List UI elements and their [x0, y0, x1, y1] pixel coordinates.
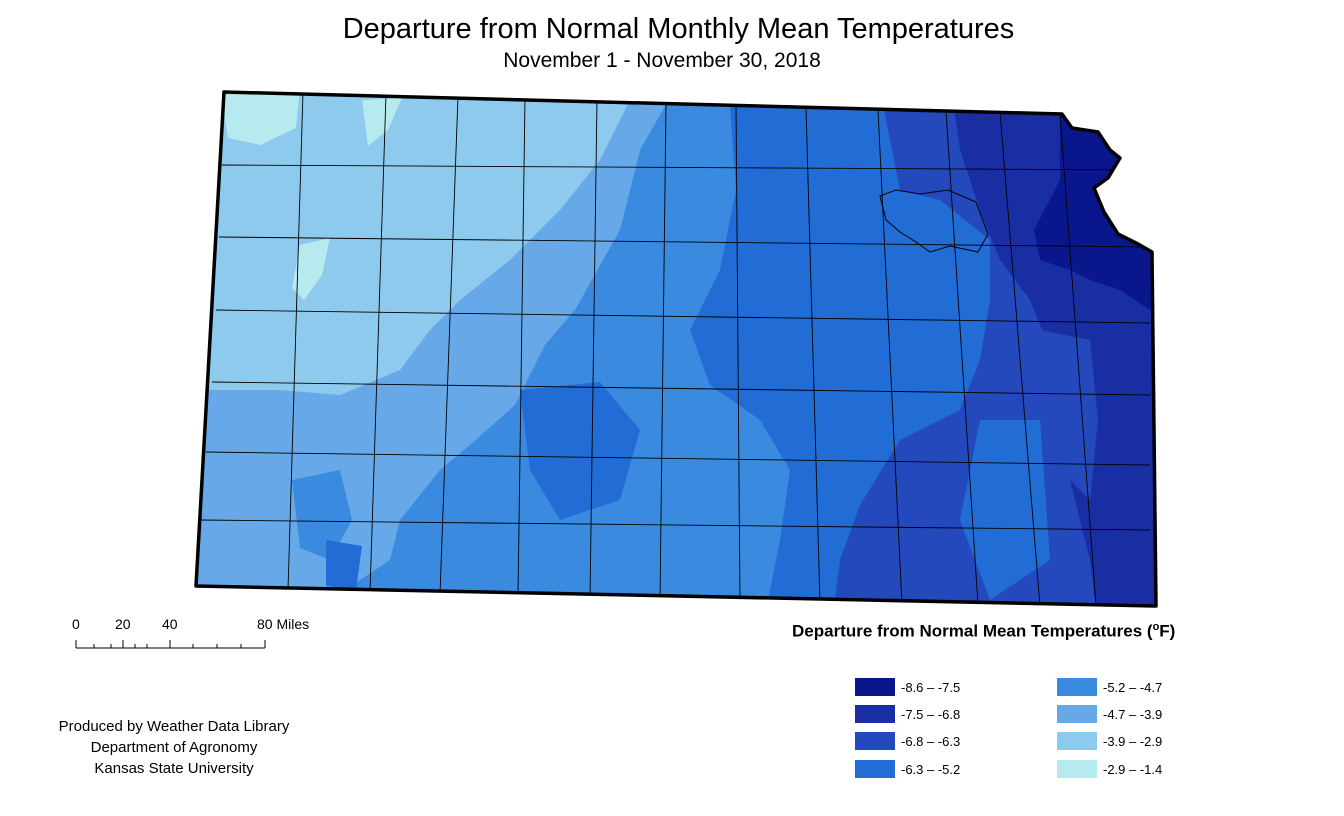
legend-item: -2.9 – -1.4	[1057, 760, 1162, 778]
legend-item: -7.5 – -6.8	[855, 705, 960, 723]
scale-tick-40: 40	[162, 616, 178, 632]
legend-item: -4.7 – -3.9	[1057, 705, 1162, 723]
credits-line-3: Kansas State University	[94, 760, 254, 777]
legend-swatch	[855, 760, 895, 778]
legend-item: -3.9 – -2.9	[1057, 732, 1162, 750]
zone-2.9-1.4-north	[362, 98, 402, 146]
zone-2.9-1.4-west	[292, 238, 330, 300]
map-title: Departure from Normal Monthly Mean Tempe…	[342, 13, 1015, 45]
zone-6.3-5.2-central	[520, 382, 640, 520]
legend-label: -8.6 – -7.5	[901, 679, 961, 695]
zone-2.9-1.4-northwest	[220, 92, 300, 145]
legend-swatch	[855, 705, 895, 723]
zone-5.2-4.7-southwest	[292, 470, 352, 560]
credits-line-2: Department of Agronomy	[90, 739, 258, 756]
map-subtitle: November 1 - November 30, 2018	[503, 49, 821, 72]
temperature-zones	[196, 92, 1156, 606]
legend-item: -5.2 – -4.7	[1057, 678, 1162, 696]
legend-swatch	[855, 732, 895, 750]
legend-item: -6.8 – -6.3	[855, 732, 960, 750]
legend-title-unit: F)	[1159, 621, 1176, 641]
legend-swatch	[1057, 760, 1097, 778]
legend-label: -3.9 – -2.9	[1103, 733, 1163, 749]
credits-line-1: Produced by Weather Data Library	[58, 718, 290, 735]
zone-6.8-6.3-east	[1040, 330, 1098, 500]
legend-title-text: Departure from Normal Mean Temperatures …	[792, 621, 1153, 641]
legend-title-degree: o	[1152, 621, 1160, 633]
legend-title: Departure from Normal Mean Temperatures …	[792, 621, 1312, 642]
scale-bar	[75, 640, 266, 649]
scale-tick-80: 80 Miles	[257, 616, 310, 632]
legend-swatch	[1057, 705, 1097, 723]
legend-label: -4.7 – -3.9	[1103, 706, 1163, 722]
zone-6.3-5.2-east-interior	[860, 200, 985, 420]
legend-label: -6.3 – -5.2	[901, 761, 961, 777]
zone-6.3-5.2-southwest	[326, 540, 362, 590]
zone-3.9-2.9	[196, 92, 640, 395]
legend-label: -6.8 – -6.3	[901, 733, 961, 749]
lake-outline	[879, 189, 989, 253]
state-border	[194, 90, 1158, 608]
legend-swatch	[1057, 678, 1097, 696]
credits: Produced by Weather Data Library Departm…	[34, 716, 314, 779]
legend-label: -2.9 – -1.4	[1103, 761, 1163, 777]
legend-label: -5.2 – -4.7	[1103, 679, 1163, 695]
legend-swatch	[1057, 732, 1097, 750]
scale-tick-20: 20	[115, 616, 131, 632]
legend-swatch	[855, 678, 895, 696]
legend-item: -8.6 – -7.5	[855, 678, 960, 696]
zone-6.3-5.2-southeast-interior	[960, 420, 1050, 600]
scale-tick-0: 0	[72, 616, 80, 632]
legend-label: -7.5 – -6.8	[901, 706, 961, 722]
county-boundaries	[200, 92, 1151, 606]
legend-item: -6.3 – -5.2	[855, 760, 960, 778]
